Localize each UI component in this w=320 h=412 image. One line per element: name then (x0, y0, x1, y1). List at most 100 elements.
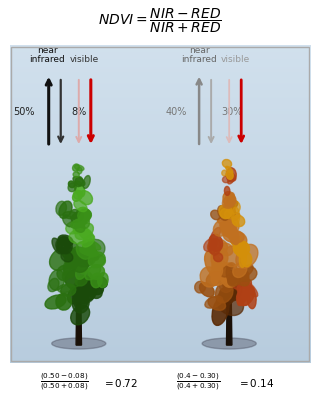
Text: visible: visible (70, 55, 100, 64)
Ellipse shape (68, 183, 76, 192)
Ellipse shape (208, 239, 228, 255)
Ellipse shape (72, 292, 89, 313)
Ellipse shape (65, 253, 79, 269)
Ellipse shape (226, 168, 236, 182)
Ellipse shape (75, 223, 93, 239)
Ellipse shape (225, 275, 239, 302)
Ellipse shape (68, 284, 88, 304)
Ellipse shape (85, 239, 105, 258)
Ellipse shape (220, 222, 234, 239)
Ellipse shape (231, 232, 247, 248)
Ellipse shape (233, 241, 250, 256)
Ellipse shape (65, 269, 94, 291)
Ellipse shape (228, 177, 234, 184)
Ellipse shape (77, 286, 96, 300)
Ellipse shape (76, 241, 92, 259)
Ellipse shape (73, 164, 79, 171)
Ellipse shape (78, 227, 94, 241)
Ellipse shape (45, 295, 66, 309)
Ellipse shape (68, 250, 85, 264)
Ellipse shape (228, 274, 241, 286)
Ellipse shape (226, 200, 240, 214)
Ellipse shape (212, 295, 229, 325)
Text: visible: visible (220, 55, 250, 64)
Ellipse shape (220, 279, 233, 293)
Ellipse shape (83, 176, 90, 188)
Ellipse shape (232, 207, 240, 225)
Ellipse shape (58, 284, 74, 293)
Ellipse shape (228, 195, 236, 204)
Ellipse shape (61, 284, 76, 296)
Ellipse shape (219, 264, 230, 283)
Ellipse shape (49, 270, 65, 290)
Ellipse shape (223, 229, 244, 243)
Ellipse shape (91, 273, 102, 288)
Ellipse shape (224, 186, 230, 195)
Ellipse shape (63, 211, 78, 219)
Ellipse shape (218, 206, 228, 220)
Ellipse shape (226, 166, 233, 173)
Ellipse shape (62, 247, 79, 262)
Ellipse shape (73, 176, 85, 186)
Ellipse shape (234, 240, 246, 258)
Ellipse shape (83, 283, 94, 294)
Ellipse shape (57, 237, 72, 254)
Ellipse shape (56, 201, 67, 215)
Ellipse shape (236, 242, 246, 253)
Ellipse shape (89, 282, 103, 295)
Ellipse shape (205, 296, 223, 308)
Ellipse shape (78, 209, 91, 221)
Ellipse shape (237, 290, 247, 305)
Ellipse shape (57, 265, 71, 281)
Ellipse shape (219, 204, 232, 218)
Ellipse shape (75, 165, 84, 171)
Ellipse shape (236, 244, 258, 269)
Text: $NDVI = \dfrac{NIR - RED}{NIR + RED}$: $NDVI = \dfrac{NIR - RED}{NIR + RED}$ (98, 7, 222, 35)
Ellipse shape (228, 193, 234, 203)
Ellipse shape (50, 247, 74, 270)
Ellipse shape (222, 207, 232, 218)
Ellipse shape (241, 252, 252, 267)
Text: $= 0.72$: $= 0.72$ (102, 377, 139, 389)
Ellipse shape (218, 213, 240, 224)
Ellipse shape (76, 207, 89, 221)
Ellipse shape (85, 265, 101, 280)
Ellipse shape (227, 223, 239, 245)
Ellipse shape (233, 269, 249, 281)
Ellipse shape (84, 239, 101, 250)
Ellipse shape (212, 260, 228, 276)
Ellipse shape (222, 197, 234, 208)
Ellipse shape (208, 243, 216, 253)
Ellipse shape (62, 272, 80, 287)
Ellipse shape (209, 234, 223, 251)
Ellipse shape (220, 287, 237, 300)
Ellipse shape (224, 193, 233, 206)
Text: 8%: 8% (71, 107, 86, 117)
Ellipse shape (225, 210, 234, 219)
Ellipse shape (232, 215, 245, 227)
Ellipse shape (210, 239, 221, 255)
Ellipse shape (56, 236, 71, 253)
Ellipse shape (212, 263, 230, 280)
Ellipse shape (227, 172, 236, 181)
Ellipse shape (199, 283, 214, 297)
Ellipse shape (211, 248, 228, 268)
Ellipse shape (81, 248, 99, 256)
Ellipse shape (70, 209, 80, 220)
Ellipse shape (69, 229, 91, 244)
Ellipse shape (225, 201, 238, 211)
Ellipse shape (227, 198, 236, 217)
Ellipse shape (73, 190, 82, 199)
Polygon shape (227, 302, 232, 345)
Ellipse shape (63, 215, 73, 227)
Ellipse shape (221, 265, 234, 277)
Ellipse shape (78, 191, 92, 205)
Ellipse shape (223, 246, 242, 267)
Ellipse shape (69, 247, 89, 272)
Text: 40%: 40% (166, 107, 187, 117)
Ellipse shape (220, 243, 233, 255)
Ellipse shape (79, 263, 90, 274)
Ellipse shape (222, 218, 239, 235)
Ellipse shape (220, 208, 231, 219)
Ellipse shape (223, 192, 236, 206)
